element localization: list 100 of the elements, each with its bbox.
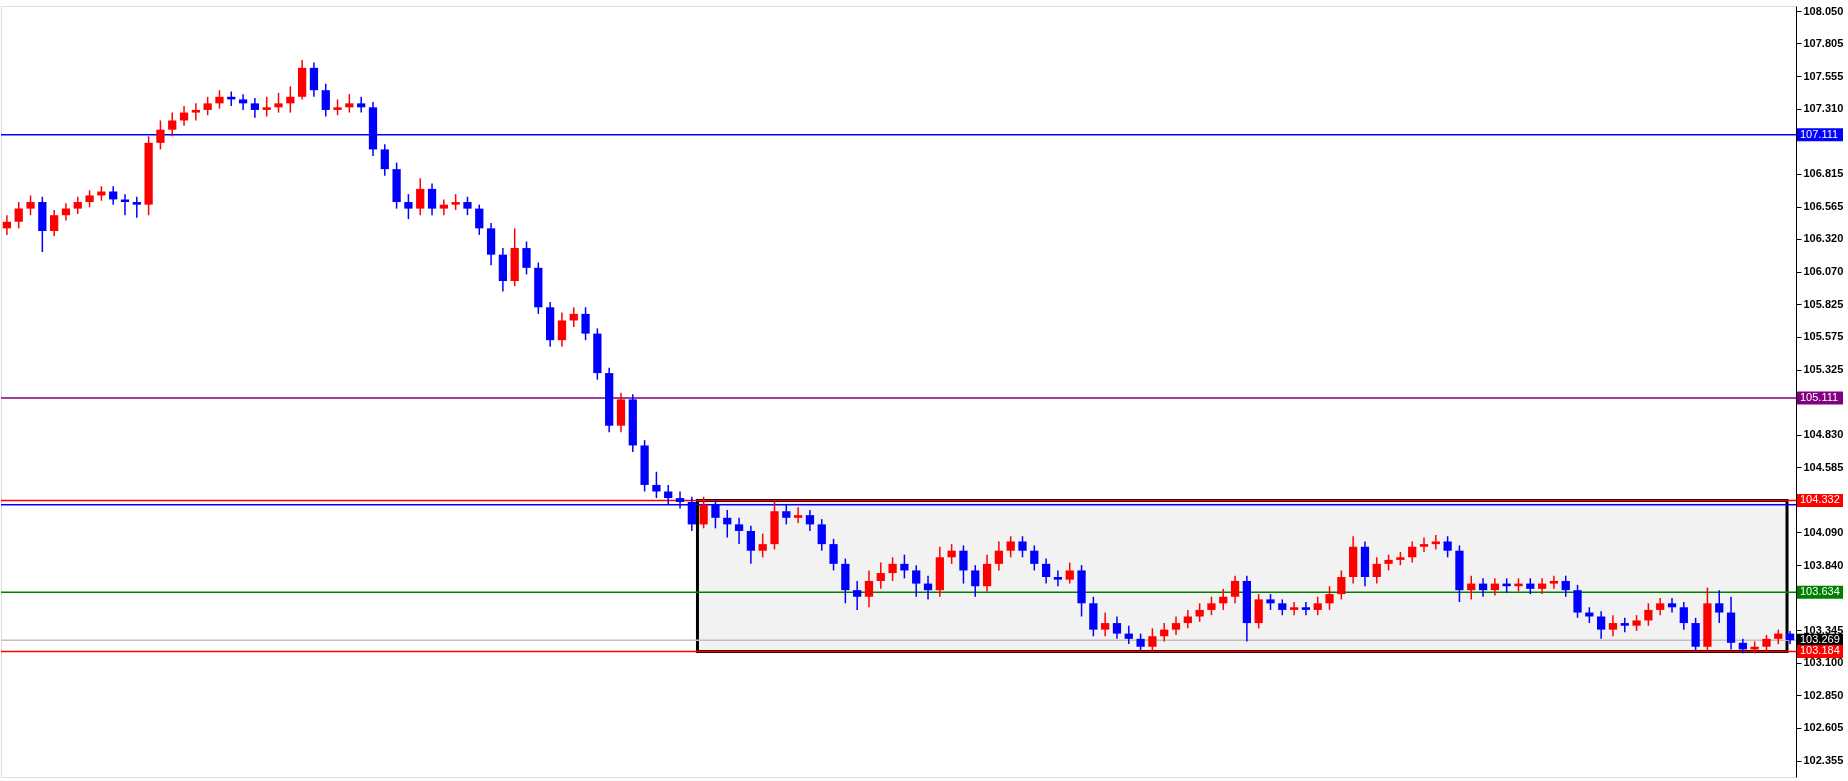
candlestick — [829, 538, 838, 572]
candlestick — [132, 196, 141, 219]
candlestick — [50, 209, 59, 237]
candlestick — [321, 82, 330, 118]
candlestick — [793, 506, 803, 524]
candlestick — [1691, 617, 1700, 652]
ref-line-label: 103.634 — [1800, 585, 1840, 598]
candlestick — [238, 93, 248, 111]
y-tick-label: 104.090 — [1803, 525, 1844, 538]
candlestick — [522, 240, 531, 276]
y-tick-label: 105.575 — [1803, 330, 1844, 343]
y-tick-label: 108.050 — [1803, 4, 1844, 17]
candlestick — [1112, 615, 1122, 640]
y-tick-label: 102.605 — [1803, 721, 1844, 734]
candlestick — [734, 517, 744, 545]
candlestick — [1597, 610, 1606, 640]
candlestick — [1065, 561, 1074, 585]
y-tick-label: 106.565 — [1803, 200, 1844, 213]
candlestick — [652, 471, 661, 499]
candlestick — [971, 564, 980, 598]
y-tick-label: 105.825 — [1803, 297, 1844, 310]
candlestick — [1549, 574, 1559, 590]
candlestick — [888, 556, 897, 582]
candlestick — [1183, 609, 1192, 630]
candlestick — [1030, 544, 1039, 572]
candlestick — [994, 540, 1004, 572]
y-tick-label: 106.070 — [1803, 265, 1844, 278]
candlestick — [274, 92, 283, 114]
candlestick — [1419, 536, 1429, 553]
y-tick-label: 103.345 — [1803, 623, 1844, 636]
candlestick — [357, 96, 366, 114]
y-tick-label: 107.555 — [1803, 69, 1844, 82]
candlestick — [1230, 574, 1240, 605]
candlestick — [1325, 585, 1334, 611]
candlestick — [120, 193, 130, 216]
candlestick — [1667, 597, 1677, 614]
candlestick — [416, 177, 425, 216]
candlestick — [1289, 601, 1299, 616]
candlestick — [817, 518, 826, 552]
y-tick-label: 107.805 — [1803, 37, 1844, 49]
candlestick — [900, 553, 909, 580]
candlestick — [262, 96, 271, 118]
candlestick — [1644, 602, 1653, 627]
y-tick-label: 104.585 — [1803, 460, 1844, 473]
candlestick — [1561, 574, 1570, 598]
ref-line-label: 103.269 — [1800, 633, 1840, 646]
candlestick — [1018, 535, 1027, 559]
ref-line-label: 107.111 — [1800, 127, 1839, 140]
y-tick-label: 102.355 — [1803, 754, 1844, 767]
candlestick — [1301, 601, 1311, 616]
ref-line-label: 103.184 — [1800, 644, 1840, 657]
candlestick — [1372, 556, 1381, 585]
candlestick — [250, 97, 260, 119]
candlestick — [982, 553, 992, 593]
candlestick — [1006, 535, 1015, 559]
y-tick-label: 103.840 — [1803, 558, 1844, 571]
candlestick — [26, 194, 35, 216]
candlestick — [404, 193, 413, 220]
candlestick — [1207, 596, 1216, 616]
candlestick — [309, 61, 319, 98]
candlestick — [1573, 584, 1582, 619]
candlestick — [1431, 534, 1440, 551]
candlestick — [463, 196, 472, 216]
candlestick — [1679, 601, 1688, 631]
candlestick — [853, 580, 862, 611]
candlestick — [912, 564, 921, 598]
candlestick — [203, 96, 212, 116]
candlestick — [380, 143, 389, 177]
y-tick-label: 106.320 — [1803, 232, 1844, 245]
candlestick — [557, 311, 567, 348]
candlestick — [746, 524, 756, 565]
candlestick — [345, 93, 354, 114]
candlestick — [581, 306, 590, 341]
candlestick — [427, 182, 437, 216]
candlestick — [1041, 557, 1051, 585]
y-tick-label: 102.850 — [1803, 688, 1844, 701]
candlestick — [215, 89, 224, 110]
ref-line-label: 104.332 — [1800, 493, 1840, 506]
candlestick — [1537, 577, 1547, 595]
candlestick — [156, 119, 165, 151]
candlestick — [475, 203, 484, 236]
y-tick-label: 106.815 — [1803, 167, 1844, 180]
candlestick — [1053, 569, 1063, 587]
candlestick — [1254, 593, 1263, 630]
candlestick — [1620, 617, 1629, 634]
candlestick — [1443, 535, 1452, 559]
y-tick-label: 103.100 — [1803, 656, 1844, 669]
candlestick — [1608, 614, 1618, 637]
y-tick-label: 104.830 — [1803, 428, 1844, 441]
candlestick — [1715, 589, 1724, 624]
candlestick — [959, 544, 968, 585]
candlestick — [191, 102, 200, 122]
candlestick — [439, 198, 448, 216]
candlestick — [1171, 615, 1181, 636]
candlestick — [805, 509, 815, 532]
y-tick-label: 105.325 — [1803, 363, 1844, 376]
ref-line-label: 105.111 — [1800, 390, 1839, 403]
candlestick — [14, 201, 23, 230]
candlestick — [1313, 596, 1322, 616]
candlestick — [1124, 624, 1133, 645]
